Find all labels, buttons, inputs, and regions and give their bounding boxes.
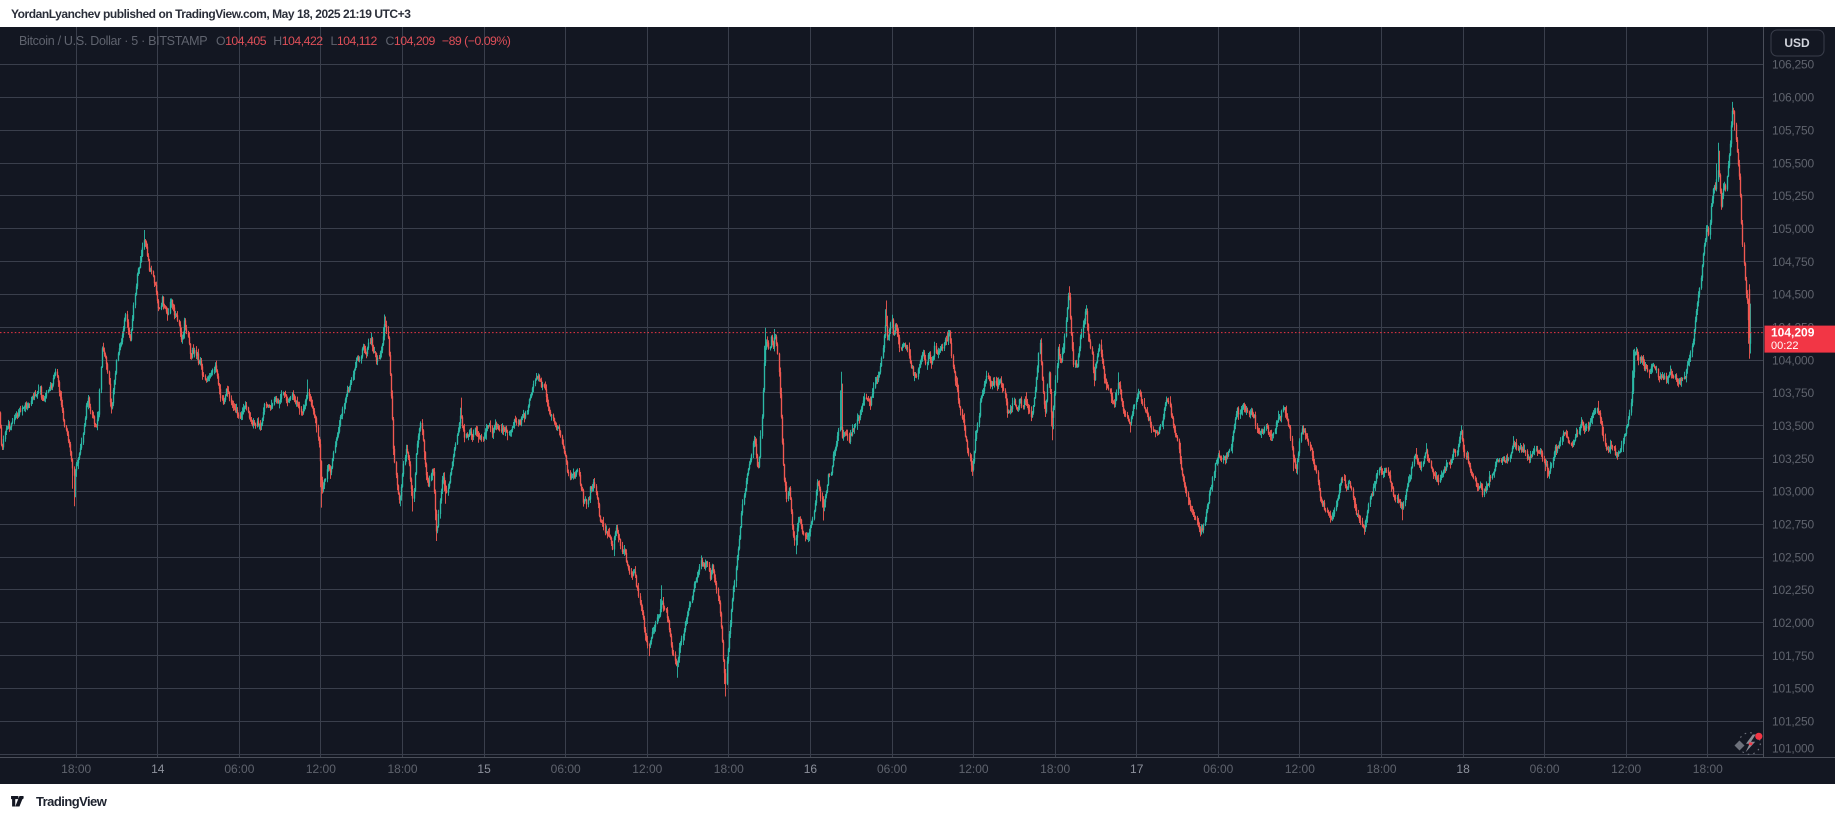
svg-text:06:00: 06:00 <box>1203 762 1233 776</box>
svg-text:102,000: 102,000 <box>1772 616 1815 630</box>
svg-text:12:00: 12:00 <box>1285 762 1315 776</box>
svg-text:06:00: 06:00 <box>877 762 907 776</box>
svg-text:105,750: 105,750 <box>1772 123 1815 137</box>
svg-text:Bitcoin / U.S. Dollar · 5 · BI: Bitcoin / U.S. Dollar · 5 · BITSTAMP <box>19 34 207 48</box>
svg-text:103,250: 103,250 <box>1772 452 1815 466</box>
svg-text:H104,422: H104,422 <box>273 34 323 48</box>
svg-text:104,000: 104,000 <box>1772 353 1815 367</box>
svg-text:103,500: 103,500 <box>1772 419 1815 433</box>
svg-text:101,750: 101,750 <box>1772 649 1815 663</box>
svg-text:14: 14 <box>151 762 165 776</box>
svg-text:104,750: 104,750 <box>1772 255 1815 269</box>
svg-text:18:00: 18:00 <box>1040 762 1070 776</box>
svg-text:106,250: 106,250 <box>1772 58 1815 72</box>
svg-text:12:00: 12:00 <box>959 762 989 776</box>
svg-text:18:00: 18:00 <box>387 762 417 776</box>
svg-text:105,500: 105,500 <box>1772 156 1815 170</box>
svg-text:−89 (−0.09%): −89 (−0.09%) <box>442 34 511 48</box>
svg-text:106,000: 106,000 <box>1772 91 1815 105</box>
svg-text:105,000: 105,000 <box>1772 222 1815 236</box>
svg-text:06:00: 06:00 <box>551 762 581 776</box>
svg-text:16: 16 <box>804 762 818 776</box>
svg-text:USD: USD <box>1784 36 1810 50</box>
svg-text:101,000: 101,000 <box>1772 742 1815 756</box>
svg-text:101,500: 101,500 <box>1772 682 1815 696</box>
svg-text:104,500: 104,500 <box>1772 288 1815 302</box>
svg-text:06:00: 06:00 <box>224 762 254 776</box>
svg-text:12:00: 12:00 <box>1611 762 1641 776</box>
svg-text:L104,112: L104,112 <box>331 34 378 48</box>
svg-text:12:00: 12:00 <box>306 762 336 776</box>
svg-text:15: 15 <box>477 762 491 776</box>
svg-text:06:00: 06:00 <box>1530 762 1560 776</box>
svg-text:18: 18 <box>1456 762 1470 776</box>
svg-text:105,250: 105,250 <box>1772 189 1815 203</box>
svg-text:102,750: 102,750 <box>1772 518 1815 532</box>
svg-text:18:00: 18:00 <box>1366 762 1396 776</box>
svg-text:103,750: 103,750 <box>1772 386 1815 400</box>
svg-text:17: 17 <box>1130 762 1144 776</box>
svg-text:18:00: 18:00 <box>714 762 744 776</box>
svg-text:O104,405: O104,405 <box>216 34 267 48</box>
svg-text:12:00: 12:00 <box>632 762 662 776</box>
svg-text:102,500: 102,500 <box>1772 550 1815 564</box>
svg-text:101,250: 101,250 <box>1772 715 1815 729</box>
svg-text:102,250: 102,250 <box>1772 583 1815 597</box>
svg-text:104,209: 104,209 <box>1771 326 1815 340</box>
svg-text:18:00: 18:00 <box>1693 762 1723 776</box>
svg-text:C104,209: C104,209 <box>386 34 436 48</box>
svg-text:00:22: 00:22 <box>1771 340 1799 352</box>
svg-text:18:00: 18:00 <box>61 762 91 776</box>
svg-text:103,000: 103,000 <box>1772 485 1815 499</box>
